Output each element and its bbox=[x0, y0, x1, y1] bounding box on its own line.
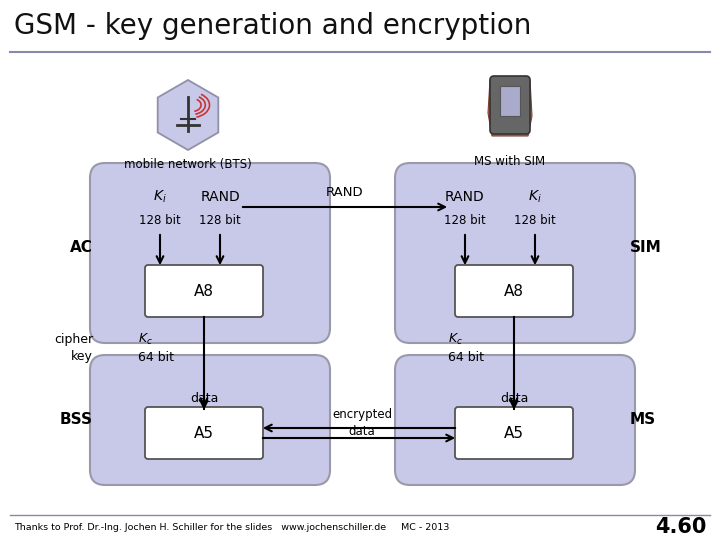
Text: cipher
key: cipher key bbox=[54, 333, 93, 363]
Text: BSS: BSS bbox=[60, 413, 93, 428]
Text: A8: A8 bbox=[194, 284, 214, 299]
FancyBboxPatch shape bbox=[455, 265, 573, 317]
Text: $K_c$
64 bit: $K_c$ 64 bit bbox=[138, 332, 174, 364]
FancyBboxPatch shape bbox=[395, 355, 635, 485]
Text: 128 bit: 128 bit bbox=[199, 213, 241, 226]
Text: data: data bbox=[190, 392, 218, 404]
Text: RAND: RAND bbox=[445, 190, 485, 204]
Text: MS: MS bbox=[630, 413, 656, 428]
Text: GSM - key generation and encryption: GSM - key generation and encryption bbox=[14, 12, 531, 40]
Text: encrypted
data: encrypted data bbox=[332, 408, 392, 438]
FancyBboxPatch shape bbox=[90, 163, 330, 343]
Text: SIM: SIM bbox=[630, 240, 662, 255]
Text: 128 bit: 128 bit bbox=[139, 213, 181, 226]
FancyBboxPatch shape bbox=[145, 265, 263, 317]
Polygon shape bbox=[488, 80, 532, 136]
Text: $K_c$
64 bit: $K_c$ 64 bit bbox=[448, 332, 484, 364]
Text: data: data bbox=[500, 392, 528, 404]
Text: 128 bit: 128 bit bbox=[444, 213, 486, 226]
Text: MS with SIM: MS with SIM bbox=[474, 155, 546, 168]
Text: 128 bit: 128 bit bbox=[514, 213, 556, 226]
Text: A5: A5 bbox=[504, 426, 524, 441]
Text: Thanks to Prof. Dr.-Ing. Jochen H. Schiller for the slides   www.jochenschiller.: Thanks to Prof. Dr.-Ing. Jochen H. Schil… bbox=[14, 523, 449, 531]
Text: A8: A8 bbox=[504, 284, 524, 299]
Bar bbox=[500, 86, 520, 116]
Text: RAND: RAND bbox=[200, 190, 240, 204]
FancyBboxPatch shape bbox=[490, 76, 530, 134]
FancyBboxPatch shape bbox=[145, 407, 263, 459]
Text: RAND: RAND bbox=[326, 186, 364, 199]
Polygon shape bbox=[158, 80, 218, 150]
FancyBboxPatch shape bbox=[90, 355, 330, 485]
Text: $K_i$: $K_i$ bbox=[153, 189, 167, 205]
Text: mobile network (BTS): mobile network (BTS) bbox=[124, 158, 252, 171]
Text: 4.60: 4.60 bbox=[654, 517, 706, 537]
FancyBboxPatch shape bbox=[455, 407, 573, 459]
Text: A5: A5 bbox=[194, 426, 214, 441]
FancyBboxPatch shape bbox=[395, 163, 635, 343]
Text: $K_i$: $K_i$ bbox=[528, 189, 542, 205]
Text: AC: AC bbox=[70, 240, 93, 255]
